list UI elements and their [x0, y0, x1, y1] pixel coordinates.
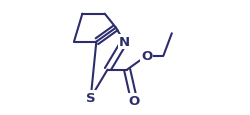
Text: S: S: [86, 91, 96, 104]
Text: O: O: [141, 50, 152, 63]
Text: O: O: [128, 94, 140, 107]
Text: N: N: [119, 36, 130, 49]
